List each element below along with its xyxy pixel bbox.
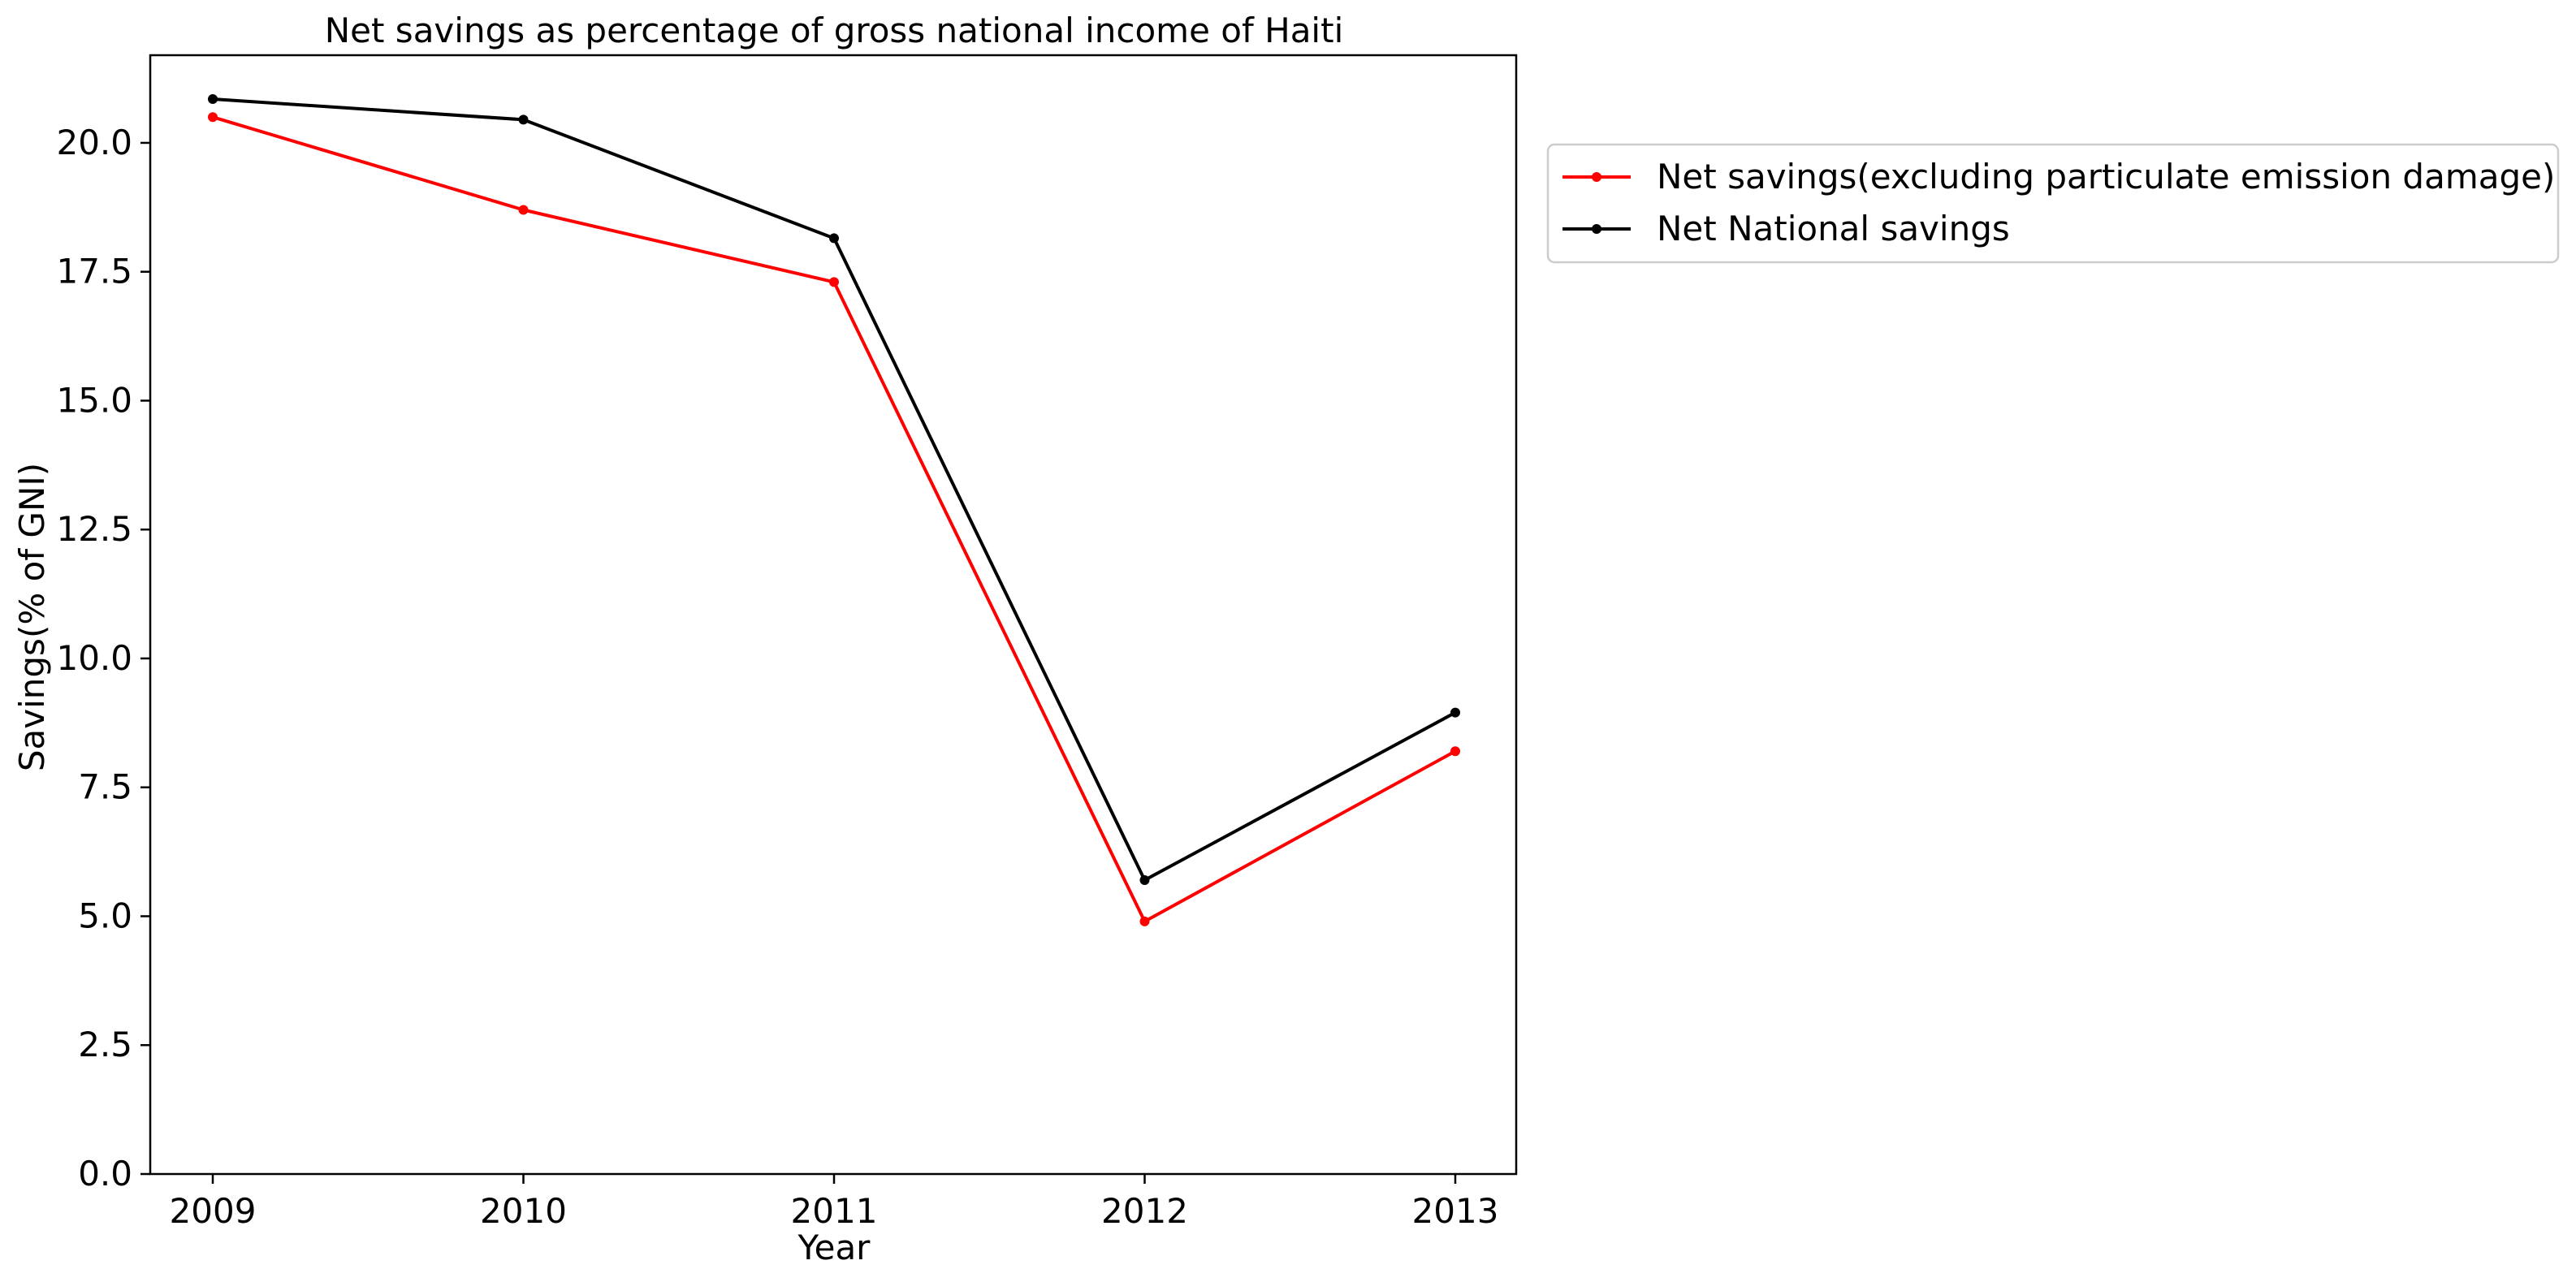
data-point [829, 233, 839, 244]
series-group [208, 93, 1460, 926]
series-2 [208, 93, 1460, 886]
y-tick-label: 17.5 [56, 252, 132, 291]
y-tick-label: 10.0 [56, 638, 132, 678]
y-tick-label: 12.5 [56, 509, 132, 549]
x-axis-label: Year [797, 1228, 871, 1267]
y-tick-label: 5.0 [78, 896, 132, 935]
plot-frame [149, 54, 1518, 1176]
data-point [518, 205, 529, 215]
x-tick-label: 2013 [1412, 1191, 1499, 1231]
x-tick-label: 2011 [791, 1191, 878, 1231]
data-point [208, 112, 218, 123]
x-axis-ticks: 2009 2010 2011 2012 2013 [170, 1174, 1499, 1231]
x-tick-label: 2010 [480, 1191, 567, 1231]
data-point [829, 277, 839, 287]
y-axis-ticks: 0.0 2.5 5.0 7.5 10.0 12.5 15.0 17.5 20.0 [56, 123, 150, 1194]
y-tick-label: 15.0 [56, 380, 132, 420]
y-axis-label: Savings(% of GNI) [12, 463, 52, 771]
y-tick-label: 2.5 [78, 1025, 132, 1064]
chart-title: Net savings as percentage of gross natio… [325, 11, 1344, 50]
legend-box [1546, 143, 2560, 264]
data-point [1450, 746, 1460, 757]
data-point [1139, 875, 1150, 886]
data-point [1139, 916, 1150, 926]
y-tick-label: 7.5 [78, 767, 132, 807]
series-1 [208, 112, 1460, 926]
data-point [208, 93, 218, 104]
x-tick-label: 2009 [170, 1191, 257, 1231]
legend-marker [1592, 172, 1601, 182]
data-point [518, 114, 529, 125]
legend-label: Net savings(excluding particulate emissi… [1657, 157, 2555, 196]
x-tick-label: 2012 [1101, 1191, 1188, 1231]
legend-item: Net savings(excluding particulate emissi… [1562, 157, 2555, 196]
legend: Net savings(excluding particulate emissi… [1546, 143, 2560, 264]
y-tick-label: 20.0 [56, 123, 132, 162]
plot-area [149, 54, 1518, 1176]
legend-item: Net National savings [1562, 209, 2010, 248]
legend-marker [1592, 224, 1601, 234]
series-line [212, 97, 1456, 883]
y-tick-label: 0.0 [78, 1154, 132, 1194]
data-point [1450, 707, 1460, 718]
legend-label: Net National savings [1657, 209, 2010, 248]
